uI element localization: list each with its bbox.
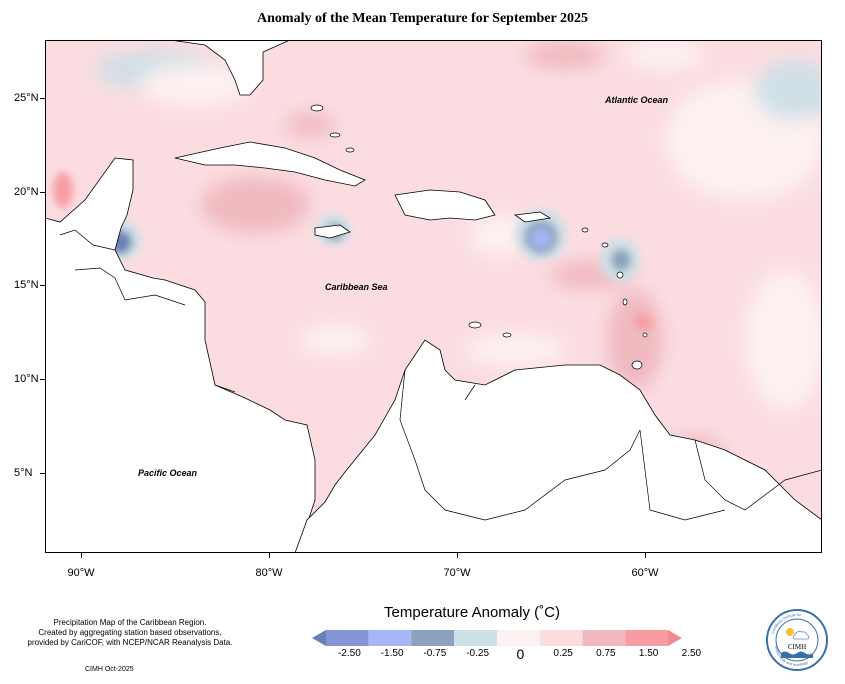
lat-label-10n: 10°N [14, 373, 39, 385]
logo-text: CIMH [788, 643, 806, 651]
lat-tick [40, 379, 45, 380]
label-pacific-ocean: Pacific Ocean [138, 468, 198, 478]
lat-label-5n: 5°N [14, 467, 33, 479]
map-frame [45, 40, 822, 553]
color-legend [312, 630, 682, 646]
credit-line-1: Precipitation Map of the Caribbean Regio… [53, 618, 207, 627]
legend-label: 0.25 [553, 648, 573, 659]
legend-label: -0.25 [466, 648, 490, 659]
credit-text: Precipitation Map of the Caribbean Regio… [10, 618, 250, 648]
legend-swatch [368, 630, 412, 646]
lon-label-70w: 70°W [443, 567, 471, 579]
legend-swatch [625, 630, 668, 646]
anomaly-contours [95, 41, 822, 530]
sun-icon [786, 628, 794, 636]
lat-label-15n: 15°N [14, 279, 39, 291]
lon-label-60w: 60°W [631, 567, 659, 579]
cimh-logo: CIMH Caribbean Institute for Meteorology… [766, 609, 828, 671]
lat-label-20n: 20°N [14, 186, 39, 198]
legend-swatch [582, 630, 626, 646]
anomaly-map: Atlantic Ocean Caribbean Sea Pacific Oce… [45, 40, 822, 553]
lon-tick [645, 553, 646, 558]
lat-tick [40, 98, 45, 99]
lon-tick [457, 553, 458, 558]
lat-label-25n: 25°N [14, 92, 39, 104]
land [45, 40, 822, 553]
footer-text: CIMH Oct-2025 [85, 666, 134, 673]
lat-tick [40, 285, 45, 286]
credit-line-3: provided by CariCOF, with NCEP/NCAR Rean… [27, 638, 233, 647]
legend-swatch [497, 630, 540, 646]
map-title: Anomaly of the Mean Temperature for Sept… [257, 11, 588, 26]
lon-tick [269, 553, 270, 558]
legend-swatch [454, 630, 497, 646]
lon-label-90w: 90°W [67, 567, 95, 579]
borders [59, 229, 822, 521]
label-atlantic-ocean: Atlantic Ocean [604, 95, 669, 105]
lon-label-80w: 80°W [255, 567, 283, 579]
lat-tick [40, 473, 45, 474]
legend-label: 0 [516, 646, 525, 662]
lat-tick [40, 192, 45, 193]
legend-swatch [326, 630, 369, 646]
wave-icon [781, 651, 813, 658]
legend-swatch [668, 630, 682, 646]
islands [310, 104, 648, 370]
credit-line-2: Created by aggregating station based obs… [38, 628, 222, 637]
legend-swatch [312, 630, 326, 646]
legend-swatch [539, 630, 583, 646]
lon-tick [81, 553, 82, 558]
legend-label: 1.50 [638, 648, 659, 659]
legend-title: Temperature Anomaly (˚C) [384, 604, 560, 621]
legend-swatch [411, 630, 455, 646]
label-caribbean-sea: Caribbean Sea [325, 282, 388, 292]
cloud-icon [792, 631, 810, 640]
legend-label: -2.50 [337, 648, 361, 659]
legend-label: -1.50 [380, 648, 404, 659]
legend-label: -0.75 [423, 648, 447, 659]
legend-label: 0.75 [596, 648, 616, 659]
legend-label: 2.50 [681, 648, 702, 659]
